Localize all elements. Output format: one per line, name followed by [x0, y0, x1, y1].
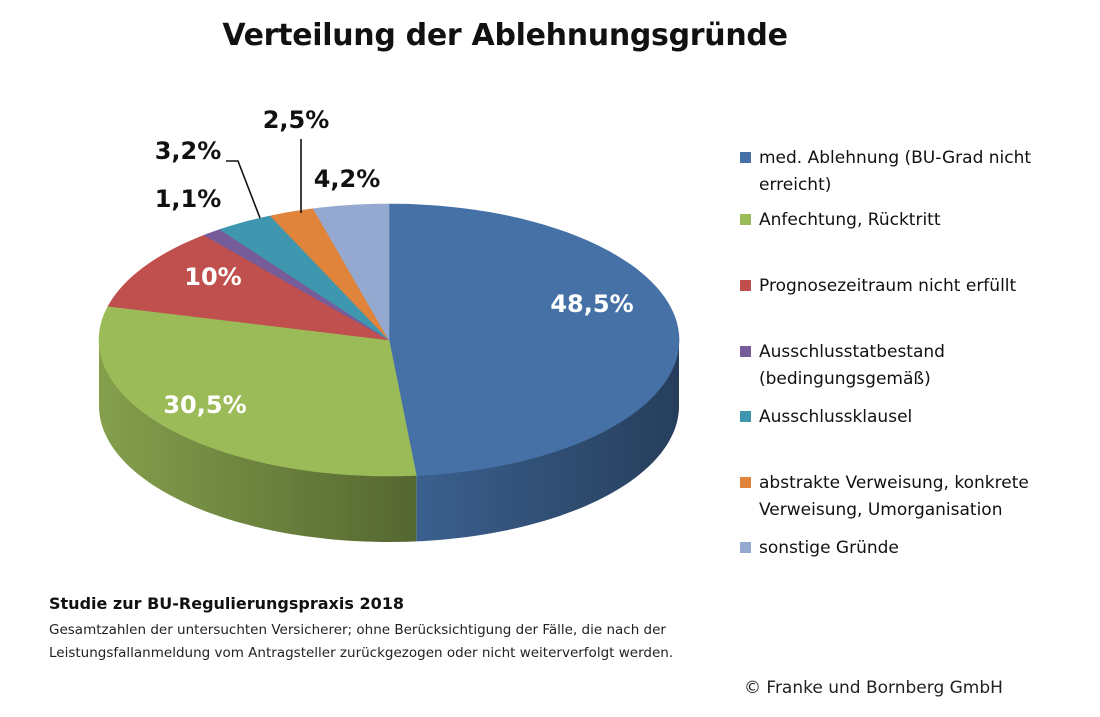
legend-item: Ausschlussklausel — [740, 405, 1069, 431]
study-note: Gesamtzahlen der untersuchten Versichere… — [49, 622, 674, 661]
legend-item: sonstige Gründe — [740, 536, 1069, 562]
legend-label: Anfechtung, Rücktritt — [759, 210, 941, 230]
legend-swatch — [740, 346, 751, 357]
legend-swatch — [740, 152, 751, 163]
legend-swatch — [740, 280, 751, 291]
pie-side-walls — [99, 340, 679, 542]
leader-line — [226, 160, 261, 219]
legend-label: Prognosezeitraum nicht erfüllt — [759, 276, 1017, 296]
pie-slice — [388, 203, 680, 476]
legend-item: Prognosezeitraum nicht erfüllt — [740, 274, 1069, 300]
data-label: 4,2% — [314, 165, 381, 193]
pie-top-slices — [98, 203, 680, 477]
pie-slice — [219, 215, 390, 341]
legend-label: med. Ablehnung (BU-Grad nicht erreicht) — [759, 148, 1032, 195]
legend-label: sonstige Gründe — [759, 538, 899, 558]
legend-item: med. Ablehnung (BU-Grad nicht erreicht) — [740, 146, 1069, 199]
pie-slice — [269, 208, 390, 341]
data-labels: 48,5% 30,5% 10% 1,1% 3,2% 2,5% 4,2% — [155, 106, 634, 419]
legend-label: Ausschlusstatbestand (bedingungsgemäß) — [759, 342, 945, 389]
data-label: 10% — [184, 263, 241, 291]
leader-lines — [226, 139, 302, 219]
copyright: © Franke und Bornberg GmbH — [744, 678, 1003, 698]
pie-slice — [98, 305, 417, 477]
legend-item: Ausschlusstatbestand (bedingungsgemäß) — [740, 340, 979, 393]
data-label: 3,2% — [155, 137, 222, 165]
data-label: 30,5% — [163, 391, 246, 419]
legend-swatch — [740, 542, 751, 553]
data-label: 48,5% — [550, 290, 633, 318]
pie-slice — [107, 234, 390, 341]
pie-slice — [312, 203, 390, 342]
slice-side — [99, 340, 417, 542]
legend-label: Ausschlussklausel — [759, 407, 913, 427]
legend-swatch — [740, 411, 751, 422]
legend-swatch — [740, 477, 751, 488]
legend-label: abstrakte Verweisung, konkrete Verweisun… — [759, 473, 1029, 520]
chart-title: Verteilung der Ablehnungsgründe — [222, 18, 788, 53]
data-label: 2,5% — [263, 106, 330, 134]
legend-item: Anfechtung, Rücktritt — [740, 208, 1069, 234]
study-title: Studie zur BU-Regulierungspraxis 2018 — [49, 594, 404, 613]
data-label: 1,1% — [155, 185, 222, 213]
slice-side — [416, 340, 679, 542]
legend-swatch — [740, 214, 751, 225]
legend-item: abstrakte Verweisung, konkrete Verweisun… — [740, 471, 1079, 524]
